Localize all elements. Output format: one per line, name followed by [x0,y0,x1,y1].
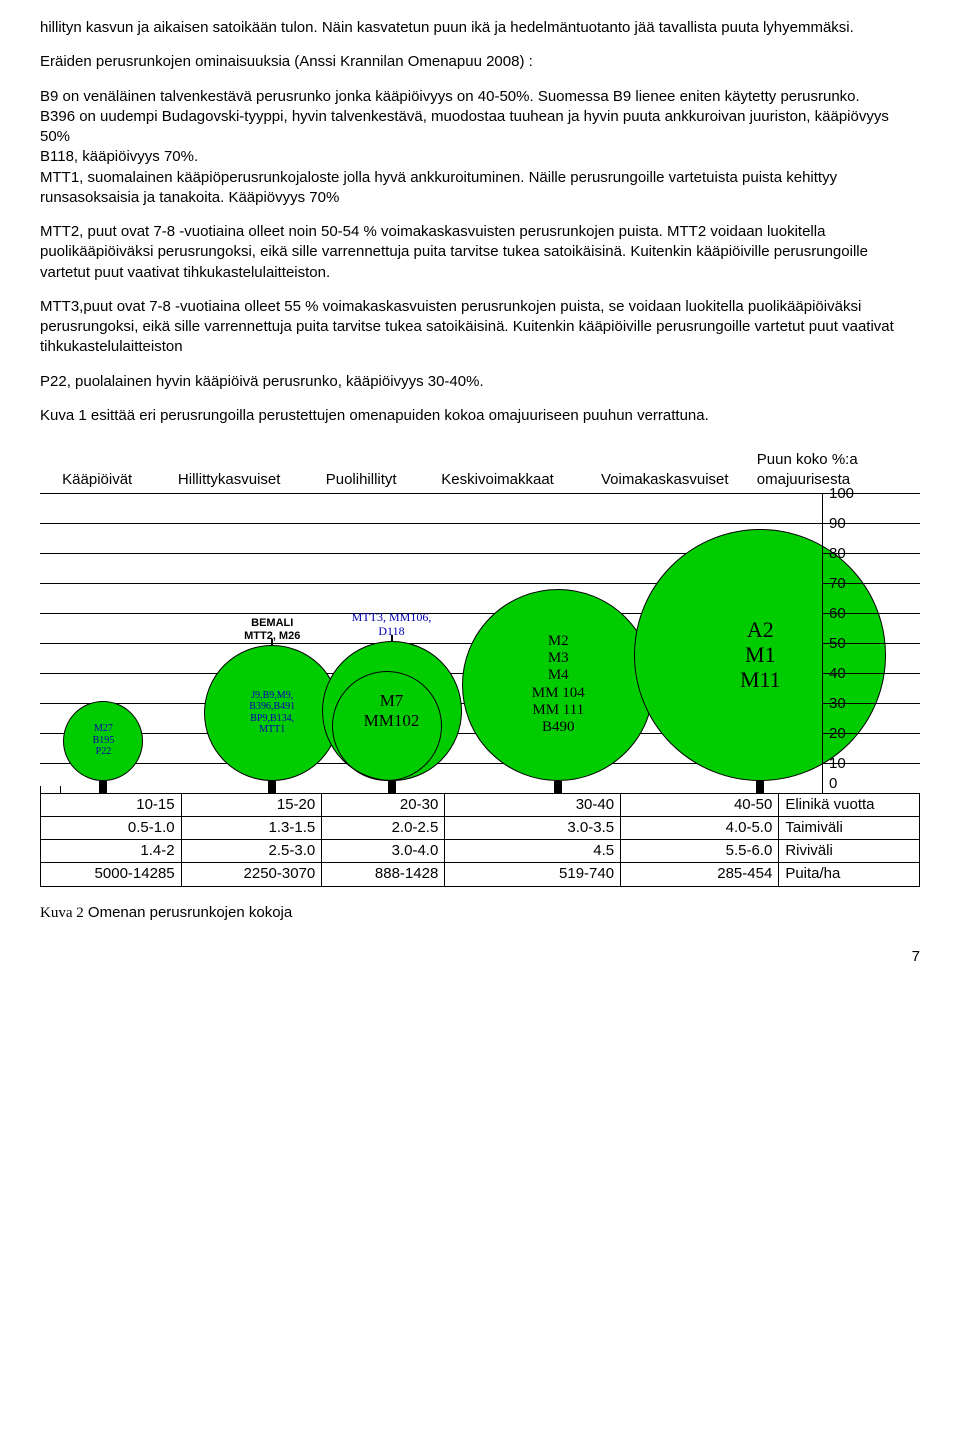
table-row: 10-1515-2020-3030-4040-50Elinikä vuotta [41,793,920,816]
caption-text: Omenan perusrunkojen kokoja [84,904,292,921]
paragraph-kuva1: Kuva 1 esittää eri perusrungoilla perust… [40,406,920,426]
table-cell: 30-40 [445,793,621,816]
paragraph-mtt2: MTT2, puut ovat 7-8 -vuotiaina olleet no… [40,222,920,283]
tree-trunk [268,781,276,793]
table-cell: 5000-14285 [41,863,182,886]
tree-circle: M27B195P22 [63,701,143,781]
scale-label: 50 [829,633,846,653]
table-cell: 888-1428 [322,863,445,886]
tree-trunk [388,781,396,793]
tree-circle: J9,B9,M9,B396,B491BP9,B134,MTT1 [204,645,340,781]
table-cell: 4.0-5.0 [621,816,779,839]
rootstock-size-chart: Kääpiöivät Hillittykasvuiset Puolihillit… [40,448,920,887]
table-cell: 5.5-6.0 [621,840,779,863]
chart-col-header: Puolihillityt [304,448,418,493]
scale-label: 10 [829,753,846,773]
table-row-label: Riviväli [779,840,920,863]
table-cell: 0.5-1.0 [41,816,182,839]
chart-header-row: Kääpiöivät Hillittykasvuiset Puolihillit… [40,448,920,493]
table-cell: 519-740 [445,863,621,886]
table-row-label: Puita/ha [779,863,920,886]
table-cell: 285-454 [621,863,779,886]
table-cell: 40-50 [621,793,779,816]
scale-label: 40 [829,663,846,683]
gridline [40,523,822,524]
table-row-label: Elinikä vuotta [779,793,920,816]
table-cell: 3.0-4.0 [322,840,445,863]
scale-label: 90 [829,513,846,533]
table-cell: 2250-3070 [181,863,322,886]
chart-col-header: Voimakaskasvuiset [577,448,753,493]
table-row: 5000-142852250-3070888-1428519-740285-45… [41,863,920,886]
table-cell: 2.0-2.5 [322,816,445,839]
scale-label: 0 [829,773,837,793]
scale-label: 20 [829,723,846,743]
table-cell: 2.5-3.0 [181,840,322,863]
table-cell: 4.5 [445,840,621,863]
table-row: 0.5-1.01.3-1.52.0-2.53.0-3.54.0-5.0Taimi… [41,816,920,839]
paragraph-p22: P22, puolalainen hyvin kääpiöivä perusru… [40,372,920,392]
paragraph-1: hillityn kasvun ja aikaisen satoikään tu… [40,18,920,38]
scale-label: 100 [829,483,854,503]
tree-circle: M2M3M4MM 104MM 111B490 [462,589,654,781]
scale-label: 80 [829,543,846,563]
tree-trunk [99,781,107,793]
table-cell: 1.4-2 [41,840,182,863]
gridline [40,493,822,494]
caption-prefix: Kuva 2 [40,905,84,921]
table-cell: 1.3-1.5 [181,816,322,839]
tree-circle-inner-rim [332,671,442,781]
chart-data-table: 10-1515-2020-3030-4040-50Elinikä vuotta0… [40,793,920,887]
scale-label: 30 [829,693,846,713]
figure-caption: Kuva 2 Omenan perusrunkojen kokoja [40,903,920,923]
scale-label: 60 [829,603,846,623]
tree-trunk [756,781,764,793]
paragraph-2: Eräiden perusrunkojen ominaisuuksia (Ans… [40,52,920,72]
paragraph-mtt3: MTT3,puut ovat 7-8 -vuotiaina olleet 55 … [40,297,920,358]
chart-scale-column: 1009080706050403020100 [822,493,920,793]
paragraph-3: B9 on venäläinen talvenkestävä perusrunk… [40,87,920,209]
page-number: 7 [40,947,920,967]
chart-col-header: Hillittykasvuiset [154,448,304,493]
table-cell: 20-30 [322,793,445,816]
gridline [40,793,822,794]
table-cell: 10-15 [41,793,182,816]
table-cell: 15-20 [181,793,322,816]
chart-col-header: Kääpiöivät [40,448,154,493]
table-cell: 3.0-3.5 [445,816,621,839]
chart-col-header: Keskivoimakkaat [418,448,576,493]
chart-plot-area: M27B195P22 J9,B9,M9,B396,B491BP9,B134,MTT… [40,493,822,793]
table-row-label: Taimiväli [779,816,920,839]
scale-label: 70 [829,573,846,593]
tree-trunk [554,781,562,793]
table-row: 1.4-22.5-3.03.0-4.04.55.5-6.0Riviväli [41,840,920,863]
